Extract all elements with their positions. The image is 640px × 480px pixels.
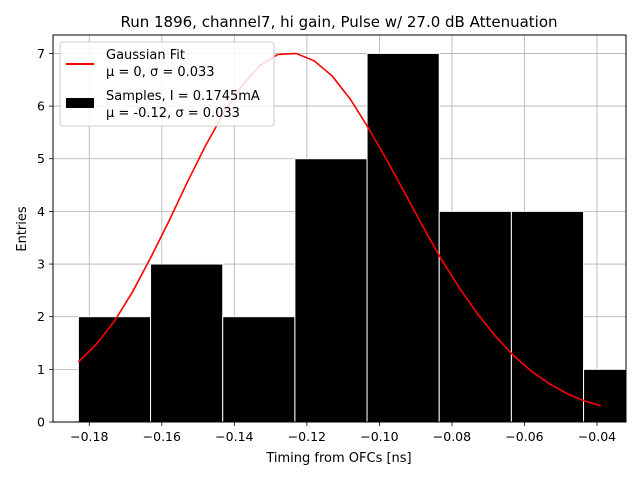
histogram-bar bbox=[77, 316, 152, 423]
histogram-bar bbox=[150, 263, 224, 423]
x-tick-label: −0.08 bbox=[433, 429, 471, 444]
x-tick-label: −0.18 bbox=[70, 429, 108, 444]
y-tick-label: 5 bbox=[37, 151, 45, 166]
x-tick-label: −0.12 bbox=[288, 429, 326, 444]
y-tick-label: 4 bbox=[37, 204, 45, 219]
legend-hist-swatch bbox=[66, 98, 94, 108]
chart-title: Run 1896, channel7, hi gain, Pulse w/ 27… bbox=[120, 13, 557, 31]
fit-line bbox=[77, 52, 601, 407]
histogram-bar bbox=[583, 368, 627, 423]
histogram-bar bbox=[366, 52, 440, 423]
x-axis-ticks: −0.18 −0.16 −0.14 −0.12 −0.10 −0.08 −0.06 −0.04 bbox=[70, 422, 616, 444]
x-tick-label: −0.06 bbox=[505, 429, 543, 444]
y-tick-label: 6 bbox=[37, 99, 45, 114]
x-tick-label: −0.14 bbox=[215, 429, 253, 444]
legend-fit-stats: μ = 0, σ = 0.033 bbox=[106, 65, 215, 80]
legend-hist-stats: μ = -0.12, σ = 0.033 bbox=[106, 106, 240, 121]
y-axis-ticks: 0 1 2 3 4 5 6 7 bbox=[37, 46, 53, 430]
histogram-bar bbox=[510, 210, 585, 423]
y-tick-label: 7 bbox=[37, 46, 45, 61]
y-tick-label: 2 bbox=[37, 309, 45, 324]
legend-hist-label: Samples, I = 0.1745mA bbox=[106, 89, 260, 104]
x-tick-label: −0.04 bbox=[578, 429, 616, 444]
y-axis-label: Entries bbox=[15, 206, 30, 252]
x-tick-label: −0.16 bbox=[143, 429, 181, 444]
histogram-bar bbox=[222, 316, 296, 423]
legend-fit-label: Gaussian Fit bbox=[106, 48, 185, 63]
histogram-bar bbox=[438, 210, 512, 423]
histogram-bars bbox=[77, 52, 627, 423]
y-tick-label: 0 bbox=[37, 415, 45, 430]
x-tick-label: −0.10 bbox=[360, 429, 398, 444]
x-axis-label: Timing from OFCs [ns] bbox=[265, 451, 411, 466]
fit-line-group bbox=[77, 52, 601, 407]
y-tick-label: 3 bbox=[37, 257, 45, 272]
histogram-bar bbox=[294, 158, 368, 423]
y-tick-label: 1 bbox=[37, 362, 45, 377]
legend-box bbox=[59, 41, 275, 127]
axes-frame bbox=[52, 34, 627, 423]
legend: Gaussian Fit μ = 0, σ = 0.033 Samples, I… bbox=[59, 41, 275, 127]
